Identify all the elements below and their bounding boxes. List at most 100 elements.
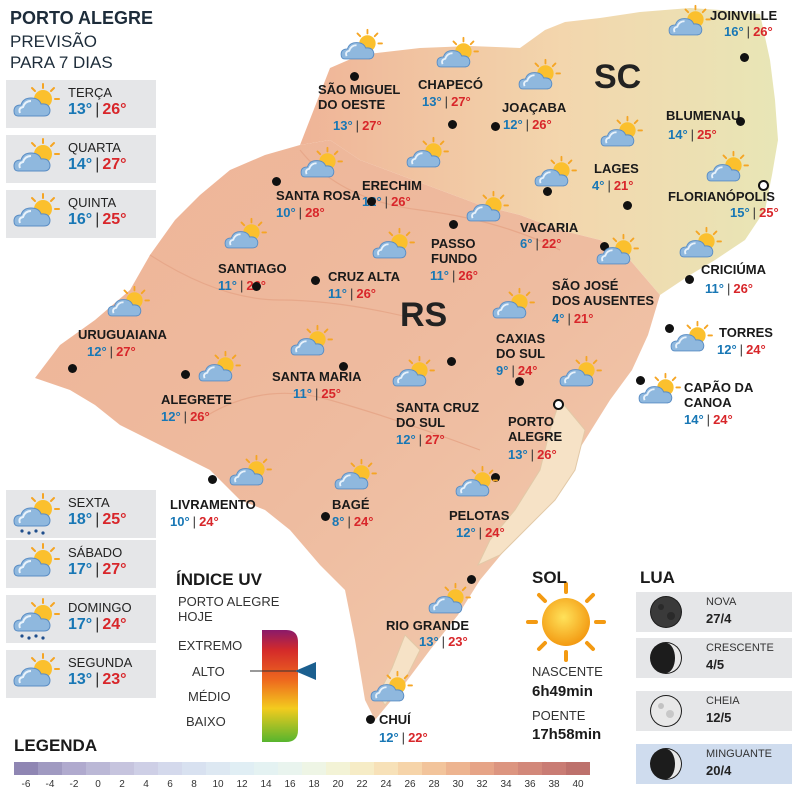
city-name: SANTA ROSA <box>276 188 361 203</box>
city-temps: 13° | 26° <box>508 447 557 462</box>
city-name: CAXIAS DO SUL <box>496 331 546 361</box>
legend-value: 14 <box>260 779 272 790</box>
sunrise-time: 6h49min <box>532 683 593 700</box>
city-marker <box>272 177 281 186</box>
legend-value: 12 <box>236 779 248 790</box>
legend-value: -2 <box>69 779 79 790</box>
new-moon-icon <box>649 595 683 629</box>
sun-cloud-icon <box>10 137 64 181</box>
last-quarter-moon-icon <box>649 747 683 781</box>
city-temps: 16° | 26° <box>724 24 773 39</box>
city-name: CRUZ ALTA <box>328 269 400 284</box>
legend-value: 2 <box>119 779 125 790</box>
moon-phase-date: 4/5 <box>706 657 725 672</box>
city-marker <box>553 399 564 410</box>
sunset-time: 17h58min <box>532 726 602 743</box>
city-temps: 14° | 25° <box>668 127 717 142</box>
legend-color-swatch <box>422 762 446 775</box>
forecast-day-name: SÁBADO <box>68 545 123 560</box>
legend-value: 0 <box>95 779 101 790</box>
city-name: TORRES <box>719 325 773 340</box>
forecast-day-temps: 17° | 24° <box>68 616 127 633</box>
city-name: SÃO MIGUEL DO OESTE <box>318 82 401 112</box>
city-marker <box>350 72 359 81</box>
city-name: CRICIÚMA <box>701 262 766 277</box>
city-temps: 11°|26° <box>705 281 754 296</box>
sun-title: SOL <box>532 568 567 587</box>
sun-cloud-rain-icon <box>10 492 64 536</box>
city-temps: 8° | 24° <box>332 514 374 529</box>
moon-phase-row: MINGUANTE 20/4 <box>636 744 792 784</box>
legend-color-swatch <box>38 762 62 775</box>
moon-phase-row: CRESCENTE 4/5 <box>636 638 792 678</box>
city-temps: 11° | 25° <box>293 386 342 401</box>
legend-color-swatch <box>302 762 326 775</box>
forecast-day-temps: 16° | 25° <box>68 211 127 228</box>
lagoa-dos-patos <box>476 398 586 567</box>
sun-cloud-icon <box>675 226 727 266</box>
sun-cloud-icon <box>330 458 382 498</box>
sun-cloud-icon <box>424 582 476 622</box>
sun-cloud-icon <box>103 285 155 325</box>
city-marker <box>740 53 749 62</box>
sun-cloud-icon <box>592 233 644 273</box>
sun-cloud-icon <box>451 465 503 505</box>
city-marker <box>623 201 632 210</box>
sun-cloud-icon <box>488 287 540 327</box>
legend-value: 22 <box>356 779 368 790</box>
rio-grande-do-sul-region <box>35 140 660 720</box>
sun-cloud-icon <box>634 372 686 412</box>
legend-value: 26 <box>404 779 416 790</box>
city-name: VACARIA <box>520 220 579 235</box>
sun-cloud-icon <box>702 150 754 190</box>
legend-color-swatch <box>14 762 38 775</box>
city-marker <box>311 276 320 285</box>
city-marker <box>339 362 348 371</box>
city-name: CHAPECÓ <box>418 77 484 92</box>
city-marker <box>208 475 217 484</box>
city-temps: 14° | 24° <box>684 412 733 427</box>
moon-phase-row: CHEIA 12/5 <box>636 691 792 731</box>
city-temps: 12° | 24° <box>717 342 766 357</box>
sun-cloud-icon <box>10 82 64 126</box>
city-name: JOINVILLE <box>710 8 778 23</box>
legend-color-swatch <box>230 762 254 775</box>
city-marker <box>68 364 77 373</box>
legend-value: 10 <box>212 779 224 790</box>
legend-color-swatch <box>134 762 158 775</box>
forecast-day-temps: 13° | 26° <box>68 101 127 118</box>
moon-phase-date: 12/5 <box>706 710 732 725</box>
legend-color-swatch <box>350 762 374 775</box>
legend-color-swatch <box>494 762 518 775</box>
sun-cloud-icon <box>10 192 64 236</box>
city-name: BLUMENAU <box>666 108 741 123</box>
sun-cloud-icon <box>220 217 272 257</box>
uv-level-medio: MÉDIO <box>188 689 231 704</box>
city-marker <box>181 370 190 379</box>
moon-phase-name: CRESCENTE <box>706 642 774 654</box>
first-quarter-moon-icon <box>649 641 683 675</box>
legend-color-swatch <box>182 762 206 775</box>
legend-value: -4 <box>45 779 55 790</box>
forecast-day-card: SEXTA 18° | 25° <box>6 490 156 538</box>
legend-color-swatch <box>566 762 590 775</box>
city-name: PORTO ALEGRE <box>508 414 563 444</box>
sun-icon <box>526 582 606 662</box>
city-marker <box>758 180 769 191</box>
moon-title: LUA <box>640 568 675 587</box>
sun-cloud-rain-icon <box>10 597 64 641</box>
sun-cloud-icon <box>10 542 64 586</box>
forecast-day-temps: 13° | 23° <box>68 671 127 688</box>
city-name: PELOTAS <box>449 508 510 523</box>
uv-level-baixo: BAIXO <box>186 714 226 729</box>
moon-phase-name: NOVA <box>706 596 737 608</box>
sun-cloud-icon <box>664 4 716 44</box>
sun-cloud-icon <box>666 320 718 360</box>
legend-color-swatch <box>374 762 398 775</box>
city-temps: 12° | 27° <box>87 344 136 359</box>
moon-phase-name: CHEIA <box>706 695 740 707</box>
legend-color-swatch <box>206 762 230 775</box>
city-temps: 4° | 21° <box>552 311 594 326</box>
city-marker <box>515 377 524 386</box>
legend-value: 30 <box>452 779 464 790</box>
